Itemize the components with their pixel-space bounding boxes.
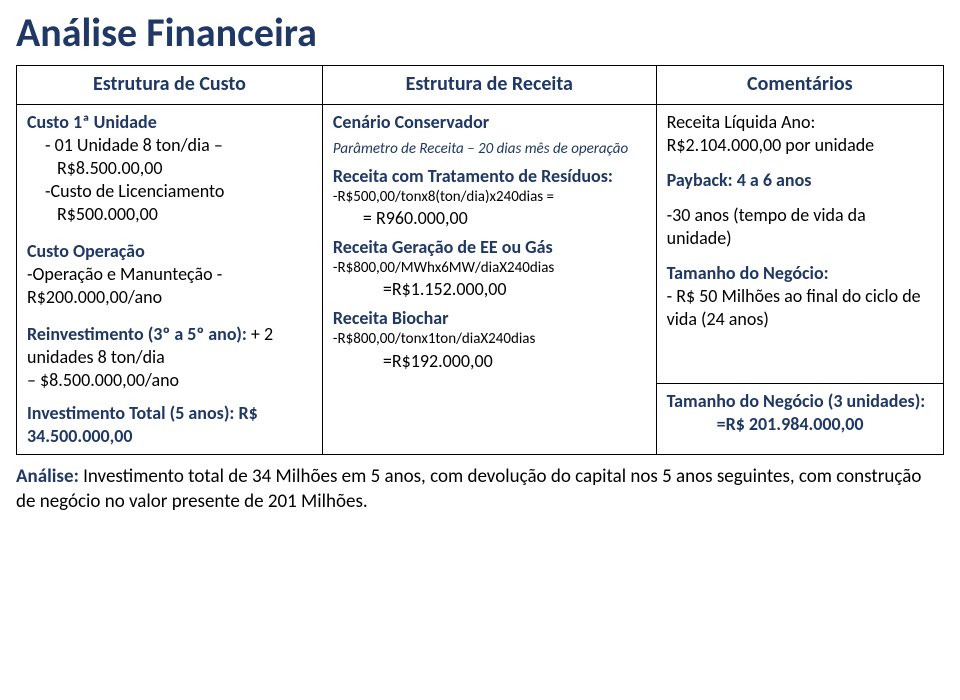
- analysis-text: Investimento total de 34 Milhões em 5 an…: [16, 465, 921, 513]
- custo-line: -Custo de Licenciamento R$500.000,00: [57, 180, 312, 226]
- receita-param: Parâmetro de Receita – 20 dias mês de op…: [333, 140, 646, 159]
- cell-coment-top: Receita Líquida Ano: R$2.104.000,00 por …: [656, 104, 943, 384]
- custo-heading-1: Custo 1ª Unidade: [27, 111, 312, 134]
- receita-scenario: Cenário Conservador: [333, 111, 646, 134]
- receita-heading-3: Receita Biochar: [333, 307, 646, 330]
- page-title: Análise Financeira: [16, 8, 944, 57]
- coment-tamanho3-value: =R$ 201.984.000,00: [717, 413, 933, 436]
- coment-liquid-value: R$2.104.000,00 por unidade: [667, 134, 933, 157]
- receita-heading-2: Receita Geração de EE ou Gás: [333, 236, 646, 259]
- custo-reinvest: Reinvestimento (3º a 5º ano): + 2 unidad…: [27, 323, 312, 369]
- custo-reinvest-label: Reinvestimento (3º a 5º ano):: [27, 323, 247, 345]
- coment-life: -30 anos (tempo de vida da unidade): [667, 204, 933, 250]
- custo-line: -Operação e Manunteção - R$200.000,00/an…: [27, 263, 312, 309]
- receita-formula: -R$800,00/tonx1ton/diaX240dias: [333, 330, 646, 349]
- header-custo: Estrutura de Custo: [17, 66, 323, 105]
- custo-total: Investimento Total (5 anos): R$ 34.500.0…: [27, 402, 312, 448]
- cell-custo: Custo 1ª Unidade - 01 Unidade 8 ton/dia …: [17, 104, 323, 454]
- analysis-paragraph: Análise: Investimento total de 34 Milhõe…: [16, 465, 944, 514]
- coment-tamanho3-label: Tamanho do Negócio (3 unidades):: [667, 390, 933, 413]
- cell-receita: Cenário Conservador Parâmetro de Receita…: [322, 104, 656, 454]
- receita-formula: -R$800,00/MWhx6MW/diaX240dias: [333, 259, 646, 278]
- receita-value: =R$192.000,00: [383, 350, 646, 373]
- receita-formula: -R$500,00/tonx8(ton/dia)x240dias =: [333, 188, 646, 207]
- receita-heading-1: Receita com Tratamento de Resíduos:: [333, 165, 646, 188]
- receita-value: = R960.000,00: [363, 207, 646, 230]
- coment-tamanho-label: Tamanho do Negócio:: [667, 262, 933, 285]
- coment-tamanho-value: - R$ 50 Milhões ao final do ciclo de vid…: [667, 285, 933, 331]
- custo-line: – $8.500.000,00/ano: [27, 369, 312, 392]
- analysis-label: Análise:: [16, 465, 79, 488]
- table-header-row: Estrutura de Custo Estrutura de Receita …: [17, 66, 944, 105]
- header-receita: Estrutura de Receita: [322, 66, 656, 105]
- custo-heading-2: Custo Operação: [27, 240, 312, 263]
- receita-value: =R$1.152.000,00: [383, 278, 646, 301]
- custo-line: - 01 Unidade 8 ton/dia – R$8.500.00,00: [57, 134, 312, 180]
- coment-liquid-label: Receita Líquida Ano:: [667, 111, 933, 134]
- coment-payback: Payback: 4 a 6 anos: [667, 169, 933, 192]
- cell-coment-bottom: Tamanho do Negócio (3 unidades): =R$ 201…: [656, 384, 943, 455]
- table-row: Custo 1ª Unidade - 01 Unidade 8 ton/dia …: [17, 104, 944, 384]
- header-comentarios: Comentários: [656, 66, 943, 105]
- finance-table: Estrutura de Custo Estrutura de Receita …: [16, 65, 944, 455]
